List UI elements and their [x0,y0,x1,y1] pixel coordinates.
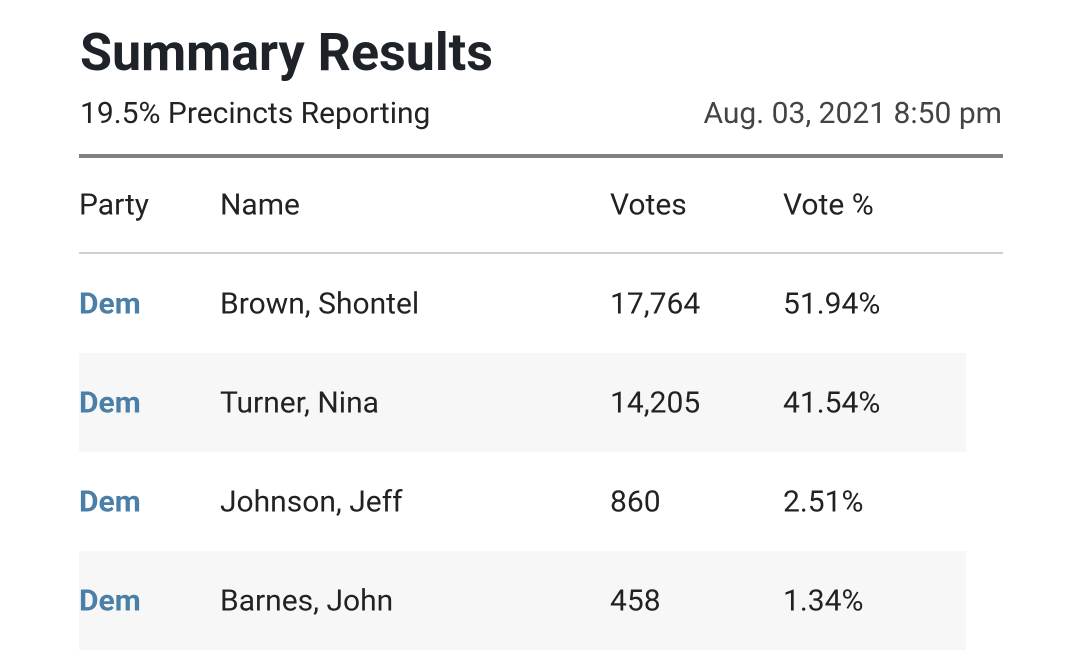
title: Summary Results [80,22,493,83]
party: Dem [79,484,141,519]
column-header: Vote % [783,187,874,223]
party: Dem [79,385,141,420]
vote-percent: 41.54% [783,385,881,420]
candidate-name: Brown, Shontel [220,286,420,321]
reporting: 19.5% Precincts Reporting [80,96,431,131]
votes: 17,764 [610,286,701,321]
header-row: Party Name Votes Vote % [79,158,1003,254]
timestamp: Aug. 03, 2021 8:50 pm [703,96,1002,131]
votes: 14,205 [610,385,701,420]
vote-percent: 2.51% [783,484,864,519]
result-row: Dem Turner, Nina 14,205 41.54% [79,353,966,452]
vote-percent: 1.34% [783,583,864,618]
candidate-name: Turner, Nina [220,385,379,420]
party: Dem [79,583,141,618]
votes: 458 [610,583,661,618]
column-header: Party [79,187,149,223]
vote-percent: 51.94% [783,286,881,321]
divider [79,154,1003,158]
result-row: Dem Johnson, Jeff 860 2.51% [79,452,966,551]
result-row: Dem Brown, Shontel 17,764 51.94% [79,254,966,353]
party: Dem [79,286,141,321]
result-row: Dem Barnes, John 458 1.34% [79,551,966,650]
column-header: Votes [610,187,687,223]
candidate-name: Barnes, John [220,583,394,618]
votes: 860 [610,484,661,519]
column-header: Name [220,187,300,223]
candidate-name: Johnson, Jeff [220,484,403,519]
